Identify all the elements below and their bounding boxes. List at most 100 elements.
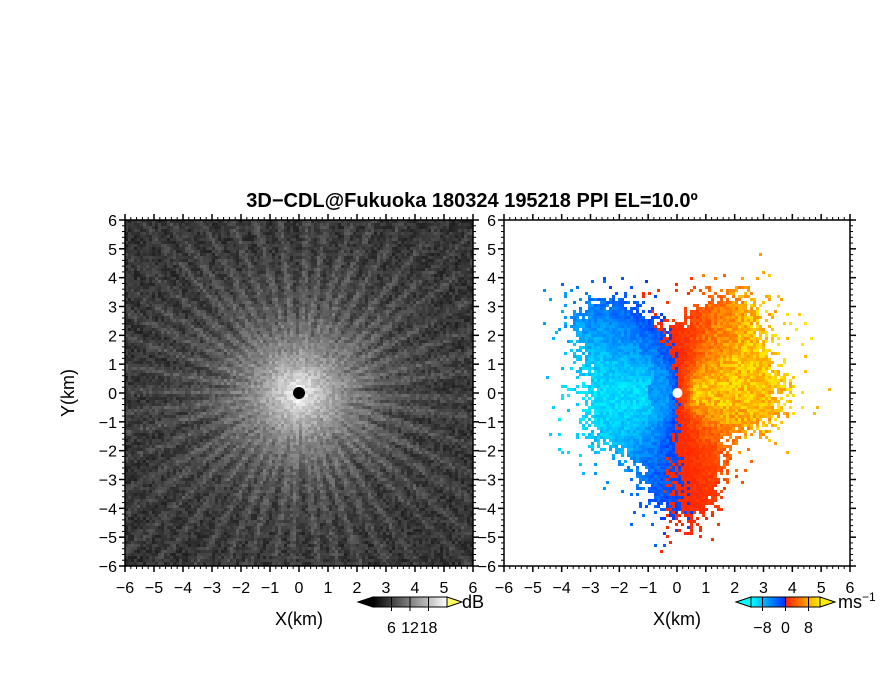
reflectivity-cell: [458, 259, 461, 262]
reflectivity-cell: [437, 220, 440, 223]
reflectivity-cell: [350, 250, 353, 253]
reflectivity-cell: [335, 271, 338, 274]
reflectivity-cell: [164, 235, 167, 238]
reflectivity-cell: [137, 229, 140, 232]
reflectivity-cell: [467, 319, 470, 322]
reflectivity-cell: [248, 223, 251, 226]
reflectivity-cell: [389, 304, 392, 307]
reflectivity-cell: [131, 289, 134, 292]
reflectivity-cell: [278, 340, 281, 343]
reflectivity-cell: [188, 268, 191, 271]
reflectivity-cell: [413, 310, 416, 313]
reflectivity-cell: [404, 229, 407, 232]
reflectivity-cell: [149, 307, 152, 310]
reflectivity-cell: [203, 280, 206, 283]
reflectivity-cell: [410, 241, 413, 244]
reflectivity-cell: [209, 262, 212, 265]
reflectivity-cell: [332, 223, 335, 226]
reflectivity-cell: [251, 295, 254, 298]
reflectivity-cell: [422, 322, 425, 325]
reflectivity-cell: [206, 343, 209, 346]
reflectivity-cell: [389, 241, 392, 244]
reflectivity-cell: [248, 316, 251, 319]
reflectivity-cell: [428, 274, 431, 277]
reflectivity-cell: [350, 307, 353, 310]
reflectivity-cell: [311, 325, 314, 328]
reflectivity-cell: [332, 307, 335, 310]
reflectivity-cell: [413, 325, 416, 328]
reflectivity-cell: [200, 235, 203, 238]
reflectivity-cell: [278, 310, 281, 313]
reflectivity-cell: [263, 265, 266, 268]
reflectivity-cell: [389, 235, 392, 238]
reflectivity-cell: [431, 283, 434, 286]
reflectivity-cell: [341, 235, 344, 238]
reflectivity-cell: [131, 268, 134, 271]
reflectivity-cell: [323, 337, 326, 340]
reflectivity-cell: [455, 238, 458, 241]
reflectivity-cell: [248, 304, 251, 307]
reflectivity-cell: [212, 259, 215, 262]
reflectivity-cell: [350, 277, 353, 280]
reflectivity-cell: [338, 244, 341, 247]
reflectivity-cell: [431, 250, 434, 253]
reflectivity-cell: [296, 262, 299, 265]
reflectivity-cell: [167, 286, 170, 289]
reflectivity-cell: [128, 280, 131, 283]
reflectivity-cell: [176, 298, 179, 301]
reflectivity-cell: [416, 253, 419, 256]
reflectivity-cell: [290, 289, 293, 292]
reflectivity-cell: [437, 337, 440, 340]
reflectivity-cell: [206, 232, 209, 235]
reflectivity-cell: [440, 322, 443, 325]
reflectivity-cell: [281, 256, 284, 259]
reflectivity-cell: [332, 238, 335, 241]
reflectivity-cell: [428, 301, 431, 304]
reflectivity-cell: [155, 262, 158, 265]
reflectivity-cell: [281, 265, 284, 268]
reflectivity-cell: [359, 310, 362, 313]
reflectivity-cell: [239, 286, 242, 289]
reflectivity-cell: [266, 259, 269, 262]
reflectivity-cell: [407, 334, 410, 337]
reflectivity-cell: [248, 298, 251, 301]
reflectivity-cell: [440, 304, 443, 307]
reflectivity-cell: [461, 265, 464, 268]
reflectivity-cell: [350, 235, 353, 238]
reflectivity-cell: [428, 316, 431, 319]
reflectivity-cell: [188, 298, 191, 301]
reflectivity-cell: [182, 238, 185, 241]
reflectivity-cell: [395, 289, 398, 292]
reflectivity-cell: [233, 280, 236, 283]
reflectivity-cell: [425, 340, 428, 343]
reflectivity-cell: [371, 277, 374, 280]
reflectivity-cell: [329, 289, 332, 292]
reflectivity-cell: [326, 295, 329, 298]
reflectivity-cell: [227, 244, 230, 247]
reflectivity-cell: [389, 343, 392, 346]
reflectivity-cell: [131, 238, 134, 241]
reflectivity-cell: [137, 238, 140, 241]
reflectivity-cell: [416, 280, 419, 283]
reflectivity-cell: [170, 271, 173, 274]
reflectivity-cell: [200, 340, 203, 343]
reflectivity-cell: [257, 337, 260, 340]
reflectivity-cell: [359, 223, 362, 226]
reflectivity-cell: [206, 295, 209, 298]
reflectivity-cell: [173, 244, 176, 247]
reflectivity-cell: [344, 325, 347, 328]
reflectivity-cell: [254, 295, 257, 298]
reflectivity-cell: [467, 238, 470, 241]
reflectivity-cell: [158, 256, 161, 259]
reflectivity-cell: [227, 319, 230, 322]
reflectivity-cell: [248, 244, 251, 247]
reflectivity-cell: [215, 340, 218, 343]
reflectivity-cell: [230, 220, 233, 223]
reflectivity-cell: [125, 292, 128, 295]
reflectivity-cell: [386, 223, 389, 226]
reflectivity-cell: [188, 328, 191, 331]
reflectivity-cell: [383, 277, 386, 280]
reflectivity-cell: [404, 277, 407, 280]
reflectivity-cell: [143, 346, 146, 349]
reflectivity-cell: [128, 343, 131, 346]
